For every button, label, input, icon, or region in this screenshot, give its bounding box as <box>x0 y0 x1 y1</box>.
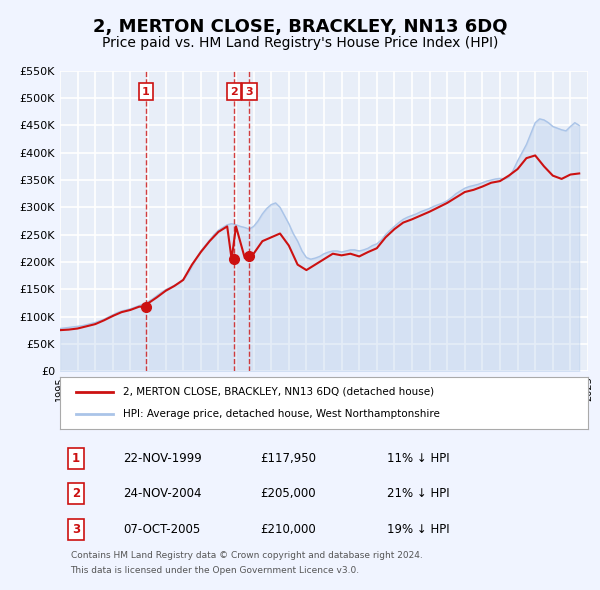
Text: HPI: Average price, detached house, West Northamptonshire: HPI: Average price, detached house, West… <box>124 409 440 419</box>
Text: 2, MERTON CLOSE, BRACKLEY, NN13 6DQ (detached house): 2, MERTON CLOSE, BRACKLEY, NN13 6DQ (det… <box>124 386 434 396</box>
Text: 2: 2 <box>72 487 80 500</box>
Text: This data is licensed under the Open Government Licence v3.0.: This data is licensed under the Open Gov… <box>71 566 359 575</box>
Text: Contains HM Land Registry data © Crown copyright and database right 2024.: Contains HM Land Registry data © Crown c… <box>71 551 422 560</box>
Text: 1: 1 <box>142 87 149 97</box>
Text: 21% ↓ HPI: 21% ↓ HPI <box>388 487 450 500</box>
Text: £117,950: £117,950 <box>260 452 317 465</box>
Text: 24-NOV-2004: 24-NOV-2004 <box>124 487 202 500</box>
Text: 07-OCT-2005: 07-OCT-2005 <box>124 523 200 536</box>
Text: £205,000: £205,000 <box>260 487 316 500</box>
Text: £210,000: £210,000 <box>260 523 316 536</box>
Text: 2: 2 <box>230 87 238 97</box>
Text: 1: 1 <box>72 452 80 465</box>
Text: 3: 3 <box>245 87 253 97</box>
Text: 19% ↓ HPI: 19% ↓ HPI <box>388 523 450 536</box>
Text: 22-NOV-1999: 22-NOV-1999 <box>124 452 202 465</box>
Text: 3: 3 <box>72 523 80 536</box>
Text: Price paid vs. HM Land Registry's House Price Index (HPI): Price paid vs. HM Land Registry's House … <box>102 36 498 50</box>
Text: 11% ↓ HPI: 11% ↓ HPI <box>388 452 450 465</box>
Text: 2, MERTON CLOSE, BRACKLEY, NN13 6DQ: 2, MERTON CLOSE, BRACKLEY, NN13 6DQ <box>93 18 507 35</box>
